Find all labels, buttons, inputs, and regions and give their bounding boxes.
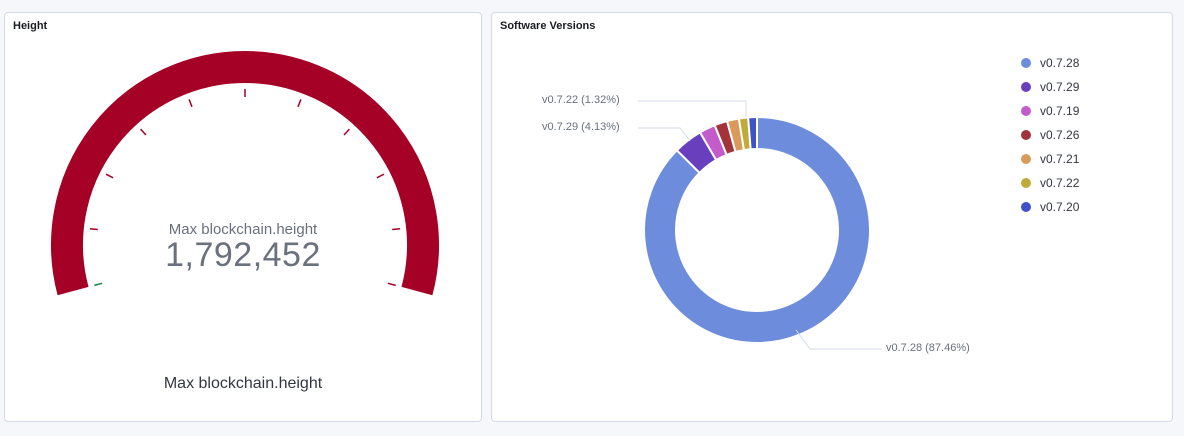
gauge-tick <box>94 282 103 287</box>
gauge-arc <box>51 51 439 296</box>
legend-dot <box>1021 58 1031 68</box>
gauge-metric-value: 1,792,452 <box>165 236 321 274</box>
legend-item-v0.7.19[interactable]: v0.7.19 <box>1021 99 1079 123</box>
gauge-tick <box>89 227 98 231</box>
leader-line-v0.7.29 <box>638 127 691 142</box>
leader-line-v0.7.28 <box>795 329 882 350</box>
gauge-tick <box>105 173 114 179</box>
panel-title: Software Versions <box>500 20 596 32</box>
gauge-metric-label: Max blockchain.height <box>168 221 318 238</box>
legend-label: v0.7.20 <box>1040 200 1080 214</box>
donut-slice-v0.7.28[interactable] <box>643 115 871 344</box>
leader-line-v0.7.22 <box>638 100 747 117</box>
legend-label: v0.7.28 <box>1040 56 1080 70</box>
gauge-bottom-label: Max blockchain.height <box>163 375 323 392</box>
gauge-chart <box>51 51 439 296</box>
gauge-tick <box>140 128 147 136</box>
donut-slice-v0.7.20[interactable] <box>747 115 758 151</box>
donut-slices <box>643 115 871 344</box>
callout-leaders <box>638 100 882 350</box>
legend-dot <box>1021 202 1031 212</box>
gauge-tick <box>188 99 193 108</box>
callout-v0.7.29: v0.7.29 (4.13%) <box>542 121 620 133</box>
legend-item-v0.7.28[interactable]: v0.7.28 <box>1021 51 1079 75</box>
legend-item-v0.7.21[interactable]: v0.7.21 <box>1021 147 1079 171</box>
legend-dot <box>1021 82 1031 92</box>
legend-label: v0.7.19 <box>1040 104 1080 118</box>
legend-item-v0.7.22[interactable]: v0.7.22 <box>1021 171 1079 195</box>
software-versions-panel: Software Versions v0.7.22 (1.32%) v0.7.2… <box>491 12 1173 422</box>
legend-label: v0.7.26 <box>1040 128 1080 142</box>
callout-v0.7.28: v0.7.28 (87.46%) <box>886 342 970 354</box>
legend: v0.7.28 v0.7.29 v0.7.19 v0.7.26 v0.7.21 … <box>1021 51 1079 219</box>
legend-item-v0.7.26[interactable]: v0.7.26 <box>1021 123 1079 147</box>
gauge-tick <box>343 128 350 136</box>
legend-dot <box>1021 130 1031 140</box>
legend-label: v0.7.29 <box>1040 80 1080 94</box>
gauge-tick <box>376 173 385 179</box>
gauge-ticks <box>89 89 401 287</box>
legend-item-v0.7.20[interactable]: v0.7.20 <box>1021 195 1079 219</box>
legend-item-v0.7.29[interactable]: v0.7.29 <box>1021 75 1079 99</box>
legend-dot <box>1021 154 1031 164</box>
gauge-tick <box>392 227 401 231</box>
gauge-tick <box>387 282 396 287</box>
donut-chart <box>638 100 882 350</box>
gauge-tick <box>297 99 302 108</box>
callout-v0.7.22: v0.7.22 (1.32%) <box>542 94 620 106</box>
height-panel: Height Max blockchain.height 1,792,452 M… <box>4 12 482 422</box>
legend-label: v0.7.21 <box>1040 152 1080 166</box>
legend-dot <box>1021 106 1031 116</box>
legend-label: v0.7.22 <box>1040 176 1080 190</box>
legend-dot <box>1021 178 1031 188</box>
panel-title: Height <box>13 20 48 32</box>
